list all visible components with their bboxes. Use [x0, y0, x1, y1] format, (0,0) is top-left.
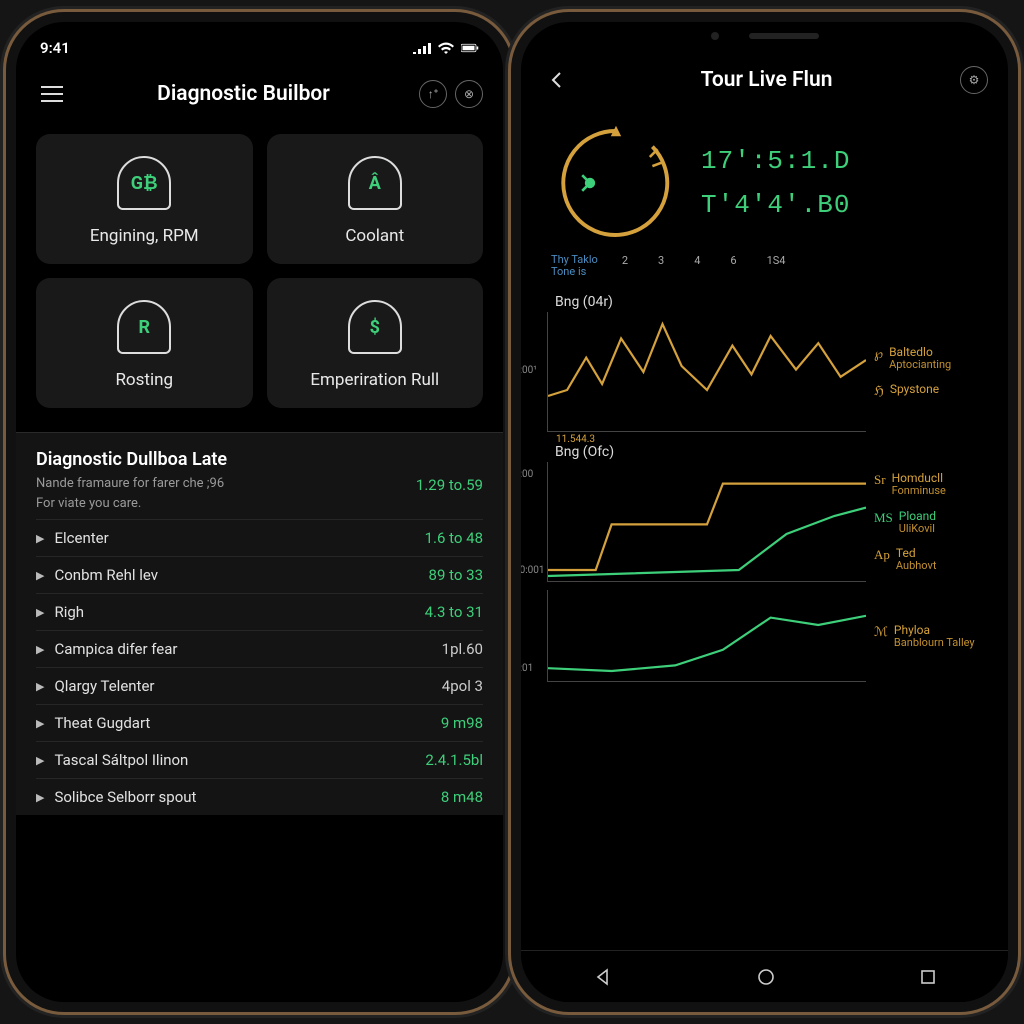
list-item[interactable]: ▶Conbm Rehl lev 89 to 33: [36, 556, 483, 593]
chart-3-legend: ℳ PhyloaBanblourn Talley: [874, 590, 982, 682]
tile[interactable]: $ Emperiration Rull: [267, 278, 484, 408]
chevron-right-icon: ▶: [36, 717, 44, 730]
chart-2-legend: Sr HomducllFonminuse MS PloandUliKovil Ap …: [874, 462, 982, 582]
list-value: 89 to 33: [429, 566, 483, 584]
android-nav-bar: [521, 950, 1008, 1002]
notch: [170, 22, 350, 50]
readouts: 17':5:1.D T'4'4'.B0: [701, 146, 850, 220]
chart-1: Bng (04r) 3:00¹ Dpe 11.544.3 ℘ BaltedloA…: [521, 284, 1008, 434]
tile-icon: R: [117, 300, 171, 354]
chart-2: Bng (Ofc) 6:00 10:001 Sr HomducllFonminu…: [521, 434, 1008, 584]
list-item[interactable]: ▶Tascal Sáltpol Ilinon 2.4.1.5bl: [36, 741, 483, 778]
android-sensors: [521, 22, 1008, 50]
list-value: 1.6 to 48: [425, 529, 483, 547]
header-action-2[interactable]: ⊗: [455, 80, 483, 108]
tile-icon: G₿: [117, 156, 171, 210]
tile-label: Rosting: [115, 370, 173, 390]
legend-item: ℳ PhyloaBanblourn Talley: [874, 624, 982, 649]
tile[interactable]: G₿ Engining, RPM: [36, 134, 253, 264]
legend-item: Ap TedAubhovt: [874, 547, 982, 572]
chart-2-plot: 6:00 10:001: [547, 462, 866, 582]
axis-label: Thy Taklo Tone is: [551, 254, 598, 278]
legend-item: ℘ BaltedloAptocianting: [874, 346, 982, 371]
diagnostic-panel: Diagnostic Dullboa Late Nande framaure f…: [16, 432, 503, 815]
chevron-right-icon: ▶: [36, 680, 44, 693]
chart-3: 8:01 ℳ PhyloaBanblourn Talley: [521, 584, 1008, 684]
chart-3-plot: 8:01: [547, 590, 866, 682]
tile-icon: Â: [348, 156, 402, 210]
chevron-right-icon: ▶: [36, 606, 44, 619]
nav-recents-icon[interactable]: [920, 969, 936, 985]
chevron-right-icon: ▶: [36, 532, 44, 545]
menu-icon[interactable]: [36, 78, 68, 110]
tile-label: Engining, RPM: [90, 226, 199, 246]
axis-row: Thy Taklo Tone is 23461S4: [521, 252, 1008, 284]
gauge-icon: [551, 118, 681, 248]
nav-home-icon[interactable]: [757, 968, 775, 986]
chevron-right-icon: ▶: [36, 754, 44, 767]
list-item[interactable]: ▶Campica difer fear 1pl.60: [36, 630, 483, 667]
readout-1: 17':5:1.D: [701, 146, 850, 176]
list-value: 4pol 3: [442, 677, 483, 695]
chevron-right-icon: ▶: [36, 791, 44, 804]
list-value: 4.3 to 31: [425, 603, 483, 621]
tile-label: Coolant: [345, 226, 404, 246]
tile-icon: $: [348, 300, 402, 354]
header: Diagnostic Builbor ↑° ⊗: [16, 64, 503, 124]
panel-sub-1: Nande framaure for farer che ;96: [36, 476, 224, 494]
header-action-1[interactable]: ↑°: [419, 80, 447, 108]
tile[interactable]: Â Coolant: [267, 134, 484, 264]
nav-back-icon[interactable]: [594, 968, 612, 986]
list-value: 1pl.60: [442, 640, 483, 658]
list-item[interactable]: ▶Righ 4.3 to 31: [36, 593, 483, 630]
status-icons: [413, 42, 479, 54]
readout-2: T'4'4'.B0: [701, 190, 850, 220]
chevron-right-icon: ▶: [36, 569, 44, 582]
chevron-right-icon: ▶: [36, 643, 44, 656]
axis-ticks: 23461S4: [622, 254, 786, 278]
diagnostic-list: ▶Elcenter 1.6 to 48▶Conbm Rehl lev 89 to…: [36, 519, 483, 815]
list-value: 8 m48: [441, 788, 483, 806]
chart-2-title: Bng (Ofc): [555, 444, 982, 460]
list-item[interactable]: ▶Elcenter 1.6 to 48: [36, 519, 483, 556]
list-item[interactable]: ▶Theat Gugdart 9 m98: [36, 704, 483, 741]
gauge-area: 17':5:1.D T'4'4'.B0: [521, 110, 1008, 252]
tile[interactable]: R Rosting: [36, 278, 253, 408]
panel-title: Diagnostic Dullboa Late: [36, 449, 483, 470]
list-item[interactable]: ▶Solibce Selborr spout 8 m48: [36, 778, 483, 815]
tile-label: Emperiration Rull: [310, 370, 439, 390]
legend-item: Sr HomducllFonminuse: [874, 472, 982, 497]
header: Tour Live Flun ⚙: [521, 50, 1008, 110]
chart-1-plot: 3:00¹ Dpe 11.544.3: [547, 312, 866, 432]
legend-item: ℌ Spystone: [874, 383, 982, 399]
tiles-grid: G₿ Engining, RPMÂ CoolantR Rosting$ Empe…: [16, 124, 503, 418]
phone-android: Tour Live Flun ⚙ 17':5:1.D T'4'4'.B0 Thy…: [521, 22, 1008, 1002]
panel-val: 1.29 to.59: [416, 476, 483, 494]
chart-1-title: Bng (04r): [555, 294, 982, 310]
header-settings-icon[interactable]: ⚙: [960, 66, 988, 94]
panel-sub-2: For viate you care.: [36, 496, 141, 511]
legend-item: MS PloandUliKovil: [874, 510, 982, 535]
list-item[interactable]: ▶Qlargy Telenter 4pol 3: [36, 667, 483, 704]
list-value: 2.4.1.5bl: [425, 751, 483, 769]
phone-ios: 9:41 Diagnostic Builbor ↑° ⊗ G₿ Engining…: [16, 22, 503, 1002]
chart-1-legend: ℘ BaltedloAptocianting ℌ Spystone: [874, 312, 982, 432]
status-time: 9:41: [40, 39, 70, 57]
list-value: 9 m98: [441, 714, 483, 732]
back-icon[interactable]: [541, 64, 573, 96]
page-title: Diagnostic Builbor: [157, 82, 330, 106]
page-title: Tour Live Flun: [701, 68, 833, 92]
